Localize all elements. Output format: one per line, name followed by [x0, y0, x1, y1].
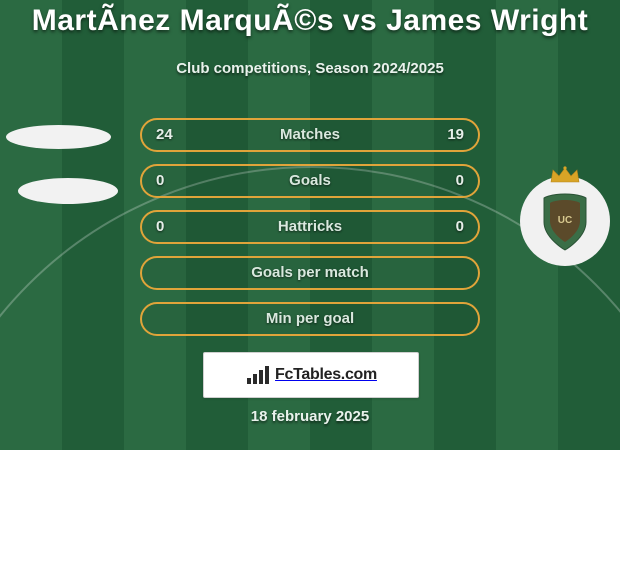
stat-row-min-per-goal: Min per goal: [140, 302, 480, 336]
stat-label: Hattricks: [142, 212, 478, 242]
stat-row-hattricks: 0 Hattricks 0: [140, 210, 480, 244]
attribution-text: FcTables.com: [275, 366, 377, 384]
comparison-card: MartÃ­nez MarquÃ©s vs James Wright Club …: [0, 0, 620, 450]
stat-right-value: 19: [447, 120, 464, 150]
shield-icon: UC: [540, 192, 590, 252]
player1-avatar-placeholder: [6, 125, 111, 149]
player2-club-crest: UC: [520, 176, 610, 266]
attribution-link[interactable]: FcTables.com: [203, 352, 419, 398]
stat-label: Min per goal: [142, 304, 478, 334]
stat-right-value: 0: [456, 166, 464, 196]
stat-label: Goals: [142, 166, 478, 196]
stat-row-goals-per-match: Goals per match: [140, 256, 480, 290]
player1-avatar-placeholder-2: [18, 178, 118, 204]
bars-icon: [245, 364, 271, 386]
crown-icon: [549, 166, 581, 184]
stat-right-value: 0: [456, 212, 464, 242]
subtitle: Club competitions, Season 2024/2025: [0, 60, 620, 77]
stat-row-matches: 24 Matches 19: [140, 118, 480, 152]
page-title: MartÃ­nez MarquÃ©s vs James Wright: [0, 4, 620, 38]
date-label: 18 february 2025: [0, 408, 620, 425]
stat-label: Goals per match: [142, 258, 478, 288]
svg-text:UC: UC: [558, 215, 572, 226]
stats-table: 24 Matches 19 0 Goals 0 0 Hattricks 0 Go…: [140, 118, 480, 348]
stat-label: Matches: [142, 120, 478, 150]
stat-row-goals: 0 Goals 0: [140, 164, 480, 198]
